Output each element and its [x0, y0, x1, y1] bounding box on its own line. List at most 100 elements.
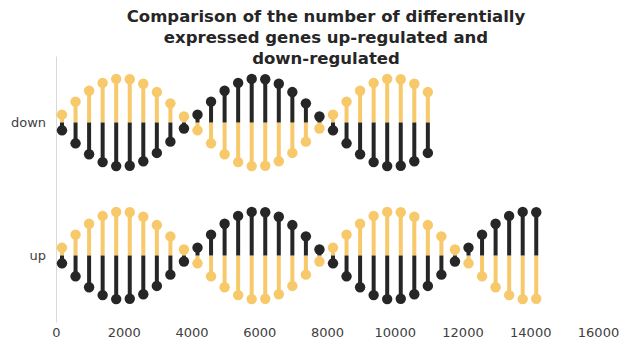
- helix-stem-yellow-dot: [423, 87, 433, 97]
- helix-stem-black-dot: [125, 161, 135, 171]
- helix-stem-yellow-dot: [328, 242, 338, 252]
- helix-stem-yellow-dot: [97, 211, 107, 221]
- helix-stem-black-dot: [125, 294, 135, 304]
- helix-stem-yellow-dot: [328, 109, 338, 119]
- helix-stem-black-dot: [409, 156, 419, 166]
- helix-stem-black-dot: [477, 229, 487, 239]
- helix-stem-yellow-dot: [125, 74, 135, 84]
- helix-stem-yellow-dot: [518, 294, 528, 304]
- helix-stem-yellow-dot: [165, 98, 175, 108]
- helix-stem-black-dot: [396, 161, 406, 171]
- helix-stem-black-dot: [138, 289, 148, 299]
- helix-stem-yellow-dot: [260, 161, 270, 171]
- helix-stem-black-dot: [152, 148, 162, 158]
- helix-stem-black-dot: [382, 161, 392, 171]
- helix-stem-yellow-dot: [206, 271, 216, 281]
- helix-stem-yellow-dot: [70, 96, 80, 106]
- helix-stem-yellow: [412, 84, 416, 123]
- helix-stem-black-dot: [57, 258, 67, 268]
- y-tick-label: down: [11, 115, 46, 130]
- helix-stem-yellow: [507, 256, 511, 296]
- helix-stem-yellow-dot: [274, 156, 284, 166]
- title-line: Comparison of the number of differential…: [127, 7, 526, 26]
- helix-stem-yellow-dot: [355, 86, 365, 96]
- helix-stem-yellow-dot: [138, 212, 148, 222]
- helix-stem-black-dot: [314, 244, 324, 254]
- helix-stem-yellow: [263, 123, 267, 166]
- helix-stem-black: [236, 83, 240, 123]
- x-axis: 0200040006000800010000120001400016000: [52, 314, 619, 340]
- helix-stem-black-dot: [504, 211, 514, 221]
- helix-stem-black-dot: [409, 289, 419, 299]
- helix-stem-yellow: [128, 212, 132, 255]
- helix-stem-yellow: [372, 83, 376, 123]
- helix-stem-black: [412, 123, 416, 162]
- helix-stem-black-dot: [274, 79, 284, 89]
- helix-stem-yellow-dot: [219, 282, 229, 292]
- helix-stem-black-dot: [206, 96, 216, 106]
- helix-stem-black-dot: [219, 86, 229, 96]
- helix-stem-black: [521, 212, 525, 256]
- y-axis-line: [56, 57, 57, 323]
- helix-stem-black: [277, 217, 281, 256]
- helix-stem-black-dot: [463, 242, 473, 252]
- helix-stem-yellow-dot: [341, 229, 351, 239]
- helix-stem-yellow-dot: [531, 294, 541, 304]
- helix-stem-black: [385, 123, 389, 167]
- helix-stem-black: [141, 123, 145, 162]
- helix-stem-black-dot: [328, 258, 338, 268]
- helix-stem-black-dot: [382, 294, 392, 304]
- helix-stem-black-dot: [219, 219, 229, 229]
- x-tick-label: 16000: [578, 325, 619, 340]
- helix-stem-yellow: [412, 217, 416, 256]
- helix-stem-yellow-dot: [301, 136, 311, 146]
- helix-stem-yellow-dot: [287, 281, 297, 291]
- helix-stem-black-dot: [301, 231, 311, 241]
- bars: [57, 74, 542, 305]
- helix-stem-black-dot: [450, 256, 460, 266]
- x-tick: 6000: [243, 314, 276, 340]
- x-tick-label: 10000: [375, 325, 416, 340]
- helix-stem-black: [141, 256, 145, 295]
- helix-stem-yellow-dot: [70, 229, 80, 239]
- helix-stem-yellow: [399, 79, 403, 122]
- y-tick: up: [30, 248, 57, 263]
- helix-stem-black: [412, 256, 416, 295]
- helix-stem-yellow-dot: [111, 207, 121, 217]
- helix-stem-yellow-dot: [192, 258, 202, 268]
- helix-stem-black-dot: [192, 242, 202, 252]
- helix-stem-black: [114, 123, 118, 167]
- helix-stem-yellow-dot: [274, 289, 284, 299]
- helix-stem-yellow: [534, 256, 538, 299]
- x-tick: 2000: [108, 314, 141, 340]
- helix-stem-black-dot: [287, 220, 297, 230]
- helix-bar: [57, 207, 542, 305]
- helix-stem-black: [128, 123, 132, 166]
- helix-stem-black-dot: [328, 125, 338, 135]
- helix-stem-black: [372, 123, 376, 163]
- helix-stem-yellow: [250, 123, 254, 167]
- helix-stem-black: [250, 212, 254, 256]
- helix-stem-black: [399, 256, 403, 299]
- helix-stem-yellow-dot: [396, 207, 406, 217]
- helix-stem-black-dot: [396, 294, 406, 304]
- helix-stem-yellow-dot: [341, 96, 351, 106]
- helix-stem-black-dot: [531, 207, 541, 217]
- helix-stem-yellow-dot: [152, 220, 162, 230]
- helix-stem-yellow-dot: [125, 207, 135, 217]
- helix-stem-yellow-dot: [477, 271, 487, 281]
- helix-stem-yellow-dot: [368, 78, 378, 88]
- helix-stem-yellow-dot: [409, 79, 419, 89]
- helix-stem-black-dot: [165, 136, 175, 146]
- helix-stem-yellow-dot: [355, 219, 365, 229]
- helix-stem-yellow: [236, 256, 240, 296]
- x-tick-label: 4000: [175, 325, 208, 340]
- helix-stem-yellow: [385, 212, 389, 256]
- helix-stem-yellow-dot: [463, 258, 473, 268]
- helix-stem-yellow-dot: [84, 86, 94, 96]
- helix-stem-black-dot: [192, 109, 202, 119]
- helix-stem-black-dot: [301, 98, 311, 108]
- helix-stem-black-dot: [179, 123, 189, 133]
- helix-stem-yellow-dot: [423, 220, 433, 230]
- x-tick: 16000: [578, 314, 619, 340]
